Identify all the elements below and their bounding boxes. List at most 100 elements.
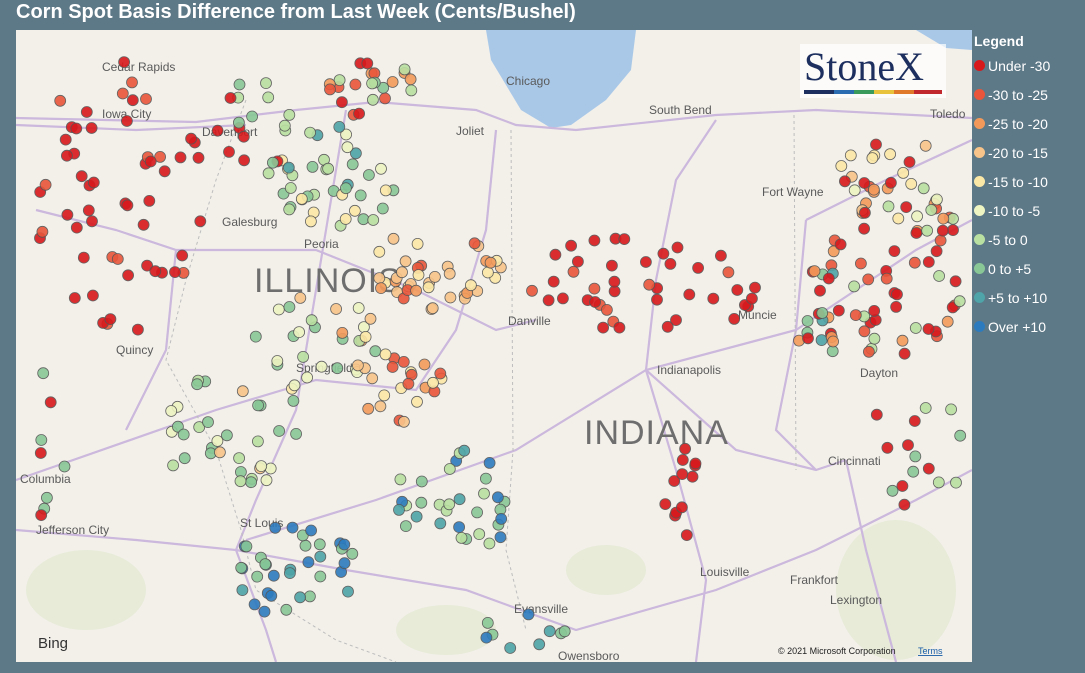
legend-item[interactable]: Over +10 xyxy=(974,312,1050,341)
basis-dot[interactable] xyxy=(373,272,386,285)
basis-dot[interactable] xyxy=(59,133,72,146)
basis-dot[interactable] xyxy=(369,345,382,358)
basis-dot[interactable] xyxy=(404,73,417,86)
basis-dot[interactable] xyxy=(839,175,851,188)
basis-dot[interactable] xyxy=(255,460,268,473)
basis-dot[interactable] xyxy=(671,241,684,254)
basis-dot[interactable] xyxy=(443,498,456,511)
basis-dot[interactable] xyxy=(898,498,911,511)
basis-dot[interactable] xyxy=(178,452,191,465)
basis-dot[interactable] xyxy=(680,529,693,542)
basis-dot[interactable] xyxy=(434,517,447,530)
basis-dot[interactable] xyxy=(331,362,344,375)
basis-dot[interactable] xyxy=(679,442,691,455)
basis-dot[interactable] xyxy=(504,642,517,654)
basis-dot[interactable] xyxy=(305,314,318,327)
basis-dot[interactable] xyxy=(278,119,291,132)
basis-dot[interactable] xyxy=(272,303,285,316)
basis-dot[interactable] xyxy=(248,598,261,611)
basis-dot[interactable] xyxy=(522,608,535,621)
basis-dot[interactable] xyxy=(361,57,374,70)
basis-dot[interactable] xyxy=(306,160,319,173)
basis-dot[interactable] xyxy=(481,266,494,279)
basis-dot[interactable] xyxy=(884,148,896,161)
basis-dot[interactable] xyxy=(220,429,233,442)
basis-dot[interactable] xyxy=(834,238,847,251)
basis-dot[interactable] xyxy=(890,300,902,313)
basis-dot[interactable] xyxy=(341,141,354,154)
basis-dot[interactable] xyxy=(118,56,130,68)
basis-dot[interactable] xyxy=(418,358,431,371)
basis-dot[interactable] xyxy=(333,121,346,133)
basis-dot[interactable] xyxy=(676,501,688,514)
basis-dot[interactable] xyxy=(588,234,601,247)
basis-dot[interactable] xyxy=(481,617,494,629)
basis-dot[interactable] xyxy=(290,427,303,440)
basis-dot[interactable] xyxy=(399,255,412,268)
basis-dot[interactable] xyxy=(377,81,390,94)
basis-dot[interactable] xyxy=(174,151,187,164)
basis-dot[interactable] xyxy=(315,360,328,373)
basis-dot[interactable] xyxy=(304,126,317,139)
basis-dot[interactable] xyxy=(909,322,922,334)
basis-dot[interactable] xyxy=(366,77,379,90)
basis-dot[interactable] xyxy=(908,256,921,269)
basis-dot[interactable] xyxy=(426,302,439,315)
basis-dot[interactable] xyxy=(936,224,949,237)
basis-dot[interactable] xyxy=(925,204,938,216)
basis-dot[interactable] xyxy=(707,292,720,305)
basis-dot[interactable] xyxy=(547,275,560,288)
basis-dot[interactable] xyxy=(483,537,496,550)
basis-dot[interactable] xyxy=(192,151,205,164)
basis-dot[interactable] xyxy=(411,237,424,250)
basis-dot[interactable] xyxy=(881,441,894,454)
legend-item[interactable]: -15 to -10 xyxy=(974,167,1050,196)
basis-dot[interactable] xyxy=(458,444,471,457)
basis-dot[interactable] xyxy=(858,325,871,338)
basis-dot[interactable] xyxy=(362,402,375,415)
basis-dot[interactable] xyxy=(886,484,899,497)
basis-dot[interactable] xyxy=(676,468,689,481)
basis-dot[interactable] xyxy=(471,506,484,519)
basis-dot[interactable] xyxy=(236,584,249,596)
basis-dot[interactable] xyxy=(58,460,71,473)
basis-dot[interactable] xyxy=(908,415,921,427)
basis-dot[interactable] xyxy=(858,222,870,235)
basis-dot[interactable] xyxy=(870,408,883,421)
basis-dot[interactable] xyxy=(126,94,139,107)
basis-dot[interactable] xyxy=(346,547,359,560)
basis-dot[interactable] xyxy=(283,301,296,313)
basis-dot[interactable] xyxy=(422,281,435,294)
basis-dot[interactable] xyxy=(233,452,246,465)
basis-dot[interactable] xyxy=(330,303,343,315)
basis-dot[interactable] xyxy=(868,183,880,196)
basis-dot[interactable] xyxy=(338,557,351,570)
basis-dot[interactable] xyxy=(900,201,913,214)
basis-dot[interactable] xyxy=(557,292,569,305)
basis-dot[interactable] xyxy=(858,177,871,189)
basis-dot[interactable] xyxy=(349,78,362,91)
basis-dot[interactable] xyxy=(801,315,814,327)
basis-dot[interactable] xyxy=(288,379,301,392)
basis-dot[interactable] xyxy=(305,524,318,537)
basis-dot[interactable] xyxy=(808,265,821,278)
legend-item[interactable]: Under -30 xyxy=(974,51,1050,80)
basis-dot[interactable] xyxy=(366,372,379,385)
basis-dot[interactable] xyxy=(70,221,83,234)
basis-dot[interactable] xyxy=(686,470,699,483)
basis-dot[interactable] xyxy=(246,110,259,123)
basis-dot[interactable] xyxy=(297,350,310,363)
basis-dot[interactable] xyxy=(919,139,932,152)
basis-dot[interactable] xyxy=(483,456,496,469)
basis-dot[interactable] xyxy=(608,275,621,288)
basis-dot[interactable] xyxy=(121,115,133,127)
basis-dot[interactable] xyxy=(313,538,326,551)
basis-dot[interactable] xyxy=(37,367,50,380)
basis-dot[interactable] xyxy=(324,83,336,96)
basis-dot[interactable] xyxy=(396,266,408,279)
basis-dot[interactable] xyxy=(896,334,909,347)
basis-dot[interactable] xyxy=(259,558,272,570)
basis-dot[interactable] xyxy=(473,528,486,541)
basis-dot[interactable] xyxy=(428,270,441,283)
basis-dot[interactable] xyxy=(676,454,689,466)
